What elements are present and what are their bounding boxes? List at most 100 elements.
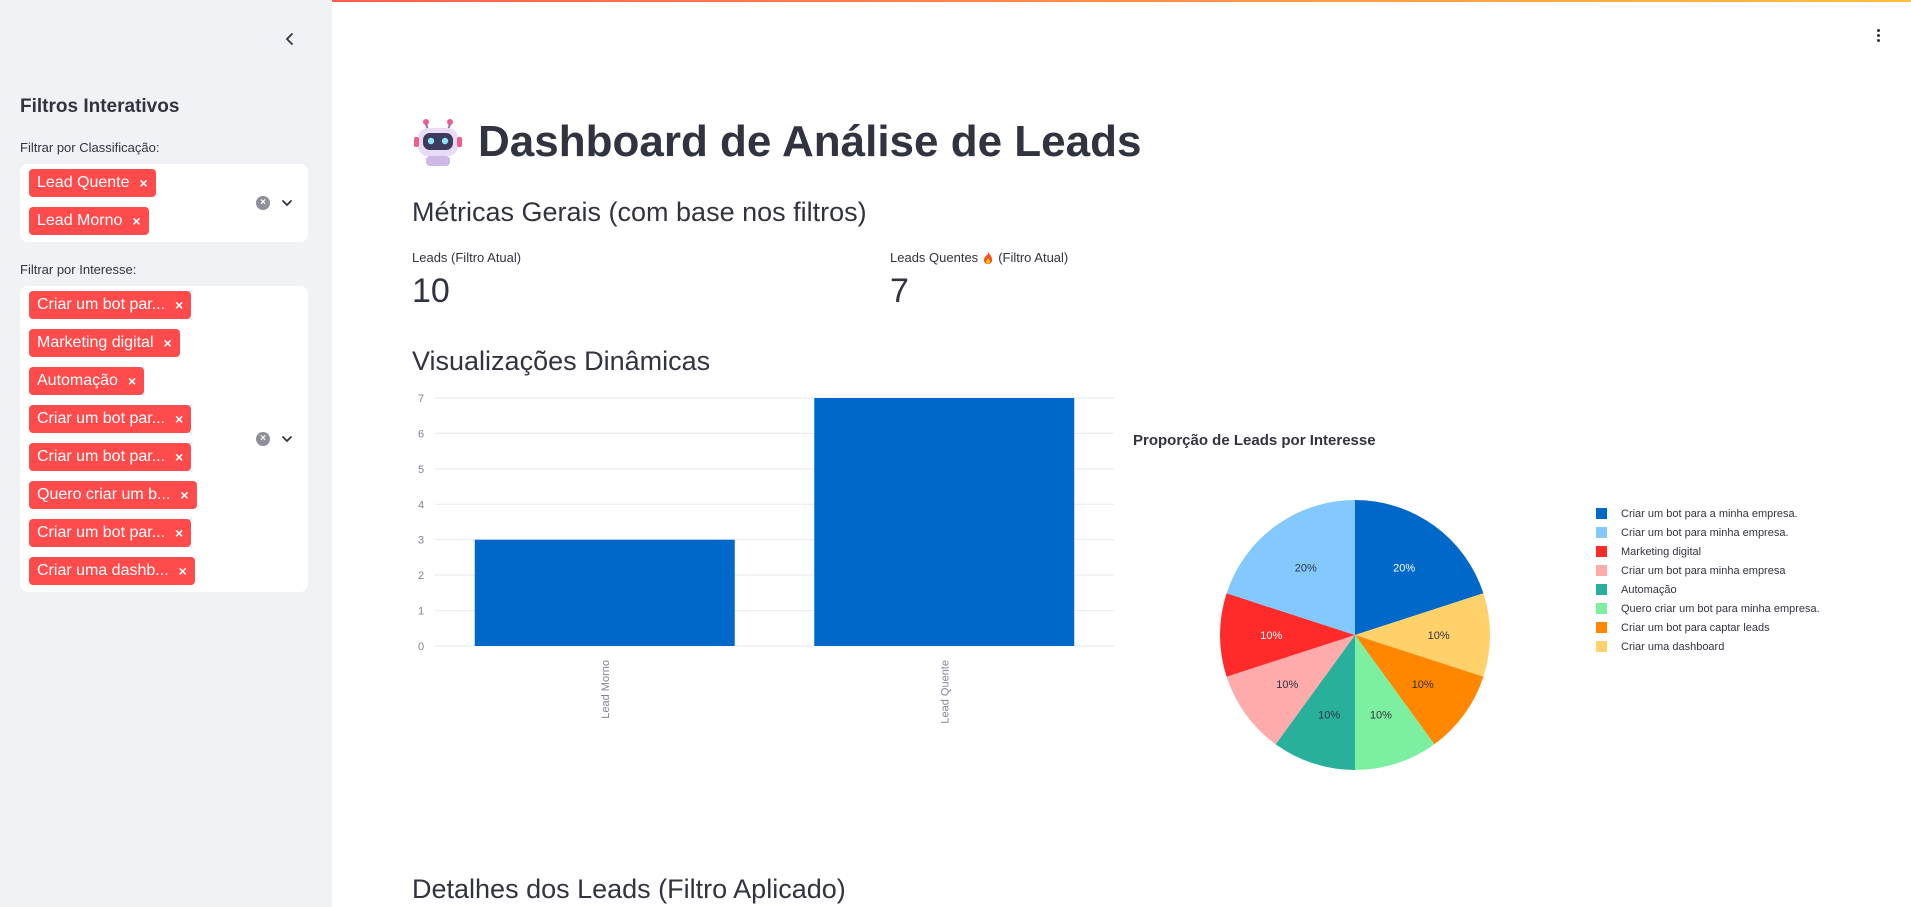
metric-leads-value: 10 [412, 272, 450, 310]
tag-interesse: Automação × [29, 367, 145, 395]
legend-item[interactable]: Criar um bot para captar leads [1596, 618, 1820, 637]
pie-chart-title: Proporção de Leads por Interesse [1133, 432, 1376, 449]
pie-slice[interactable] [1226, 500, 1355, 635]
remove-tag-icon[interactable]: × [175, 525, 184, 541]
legend-item[interactable]: Automação [1596, 580, 1820, 599]
tag-interesse: Criar um bot par... × [29, 519, 192, 547]
remove-tag-icon[interactable]: × [175, 449, 184, 465]
y-tick-label: 7 [418, 393, 424, 405]
tag-lead-quente: Lead Quente × [29, 169, 156, 197]
page-title: Dashboard de Análise de Leads [412, 116, 1141, 168]
chevron-down-icon[interactable] [280, 432, 294, 446]
tag-label: Marketing digital [37, 334, 154, 351]
fire-icon [984, 251, 993, 264]
legend-label: Criar um bot para minha empresa. [1621, 526, 1789, 539]
chevron-left-icon [285, 33, 293, 45]
remove-tag-icon[interactable]: × [139, 175, 148, 191]
tag-label: Quero criar um b... [37, 486, 171, 503]
remove-tag-icon[interactable]: × [175, 411, 184, 427]
y-tick-label: 3 [418, 535, 424, 547]
pie-slice[interactable] [1355, 635, 1435, 770]
legend-item[interactable]: Criar um bot para minha empresa [1596, 561, 1820, 580]
remove-tag-icon[interactable]: × [163, 335, 172, 351]
chevron-down-icon[interactable] [280, 196, 294, 210]
tag-interesse: Criar um bot par... × [29, 291, 192, 319]
remove-tag-icon[interactable]: × [175, 297, 184, 313]
legend-swatch [1596, 641, 1607, 652]
multiselect-interesse[interactable]: Criar um bot par... × Marketing digital … [20, 286, 308, 592]
legend-item[interactable]: Criar um bot para minha empresa. [1596, 523, 1820, 542]
pie-slice[interactable] [1275, 635, 1355, 770]
tag-label: Criar um bot par... [37, 296, 166, 313]
viz-header: Visualizações Dinâmicas [412, 346, 711, 376]
legend-item[interactable]: Quero criar um bot para minha empresa. [1596, 599, 1820, 618]
filter-classificacao-label: Filtrar por Classificação: [20, 140, 160, 155]
sidebar-title: Filtros Interativos [20, 96, 180, 117]
pie-slice-label: 20% [1393, 562, 1415, 574]
metrics-header: Métricas Gerais (com base nos filtros) [412, 197, 867, 227]
pie-slice-label: 10% [1260, 630, 1282, 642]
tag-interesse: Marketing digital × [29, 329, 180, 357]
pie-slice[interactable] [1355, 500, 1484, 635]
tag-label: Criar uma dashb... [37, 562, 169, 579]
legend-item[interactable]: Criar uma dashboard [1596, 637, 1820, 656]
clear-all-icon[interactable]: × [256, 196, 270, 210]
tag-label: Criar um bot par... [37, 524, 166, 541]
pie-slice-label: 10% [1318, 710, 1340, 722]
pie-slice-label: 10% [1428, 630, 1450, 642]
robot-icon [414, 119, 462, 166]
collapse-sidebar-button[interactable] [280, 28, 300, 50]
tag-label: Criar um bot par... [37, 410, 166, 427]
details-header: Detalhes dos Leads (Filtro Aplicado) [412, 874, 846, 904]
tag-interesse: Criar um bot par... × [29, 443, 192, 471]
multiselect-classificacao[interactable]: Lead Quente × Lead Morno × × [20, 164, 308, 242]
y-tick-label: 2 [418, 570, 424, 582]
pie-chart: 20% 10% 10% 10% 10% 10% 10% 20% [1220, 500, 1490, 770]
remove-tag-icon[interactable]: × [127, 373, 137, 389]
page-title-text: Dashboard de Análise de Leads [478, 117, 1142, 166]
pie-slice-label: 10% [1276, 679, 1298, 691]
legend-swatch [1596, 527, 1607, 538]
remove-tag-icon[interactable]: × [178, 563, 187, 579]
y-tick-label: 6 [418, 428, 424, 440]
remove-tag-icon[interactable]: × [132, 213, 141, 229]
legend-label: Criar um bot para minha empresa [1621, 564, 1786, 577]
top-decoration-line [0, 0, 1911, 2]
legend-swatch [1596, 508, 1607, 519]
pie-slice[interactable] [1355, 635, 1484, 745]
legend-item[interactable]: Criar um bot para a minha empresa. [1596, 504, 1820, 523]
bar[interactable] [814, 398, 1075, 646]
tag-lead-morno: Lead Morno × [29, 207, 149, 235]
pie-slice[interactable] [1226, 635, 1355, 745]
x-tick-label: Lead Morno [600, 660, 612, 719]
legend-label: Marketing digital [1621, 545, 1702, 558]
pie-slice[interactable] [1220, 593, 1355, 677]
tag-interesse: Quero criar um b... × [29, 481, 197, 509]
legend-swatch [1596, 584, 1607, 595]
legend-item[interactable]: Marketing digital [1596, 542, 1820, 561]
remove-tag-icon[interactable]: × [180, 487, 189, 503]
legend-label: Criar um bot para captar leads [1621, 621, 1770, 634]
clear-all-icon[interactable]: × [256, 432, 270, 446]
tag-label: Lead Morno [37, 212, 123, 229]
y-tick-label: 0 [418, 641, 424, 653]
main-menu-button[interactable] [1870, 24, 1886, 46]
metric-leads-quentes-label: Leads Quentes (Filtro Atual) [890, 250, 1068, 265]
pie-slice-label: 20% [1295, 562, 1317, 574]
pie-legend: Criar um bot para a minha empresa. Criar … [1596, 504, 1820, 656]
tag-label: Automação [37, 372, 118, 389]
pie-slice[interactable] [1355, 593, 1490, 677]
metric-label-suffix: (Filtro Atual) [998, 250, 1069, 265]
pie-slice-label: 10% [1412, 679, 1434, 691]
bar-chart: 0 1 2 3 4 5 6 7 Lead Morno Lead Quente [418, 393, 1114, 724]
legend-swatch [1596, 603, 1607, 614]
y-tick-label: 1 [418, 606, 424, 618]
bar[interactable] [474, 539, 735, 646]
tag-interesse: Criar uma dashb... × [29, 557, 195, 585]
metric-label-text: Leads Quentes [890, 250, 979, 265]
sidebar: Filtros Interativos Filtrar por Classifi… [0, 0, 332, 907]
y-tick-label: 5 [418, 464, 424, 476]
legend-label: Criar um bot para a minha empresa. [1621, 507, 1798, 520]
legend-label: Criar uma dashboard [1621, 640, 1725, 653]
pie-slice-label: 10% [1370, 710, 1392, 722]
